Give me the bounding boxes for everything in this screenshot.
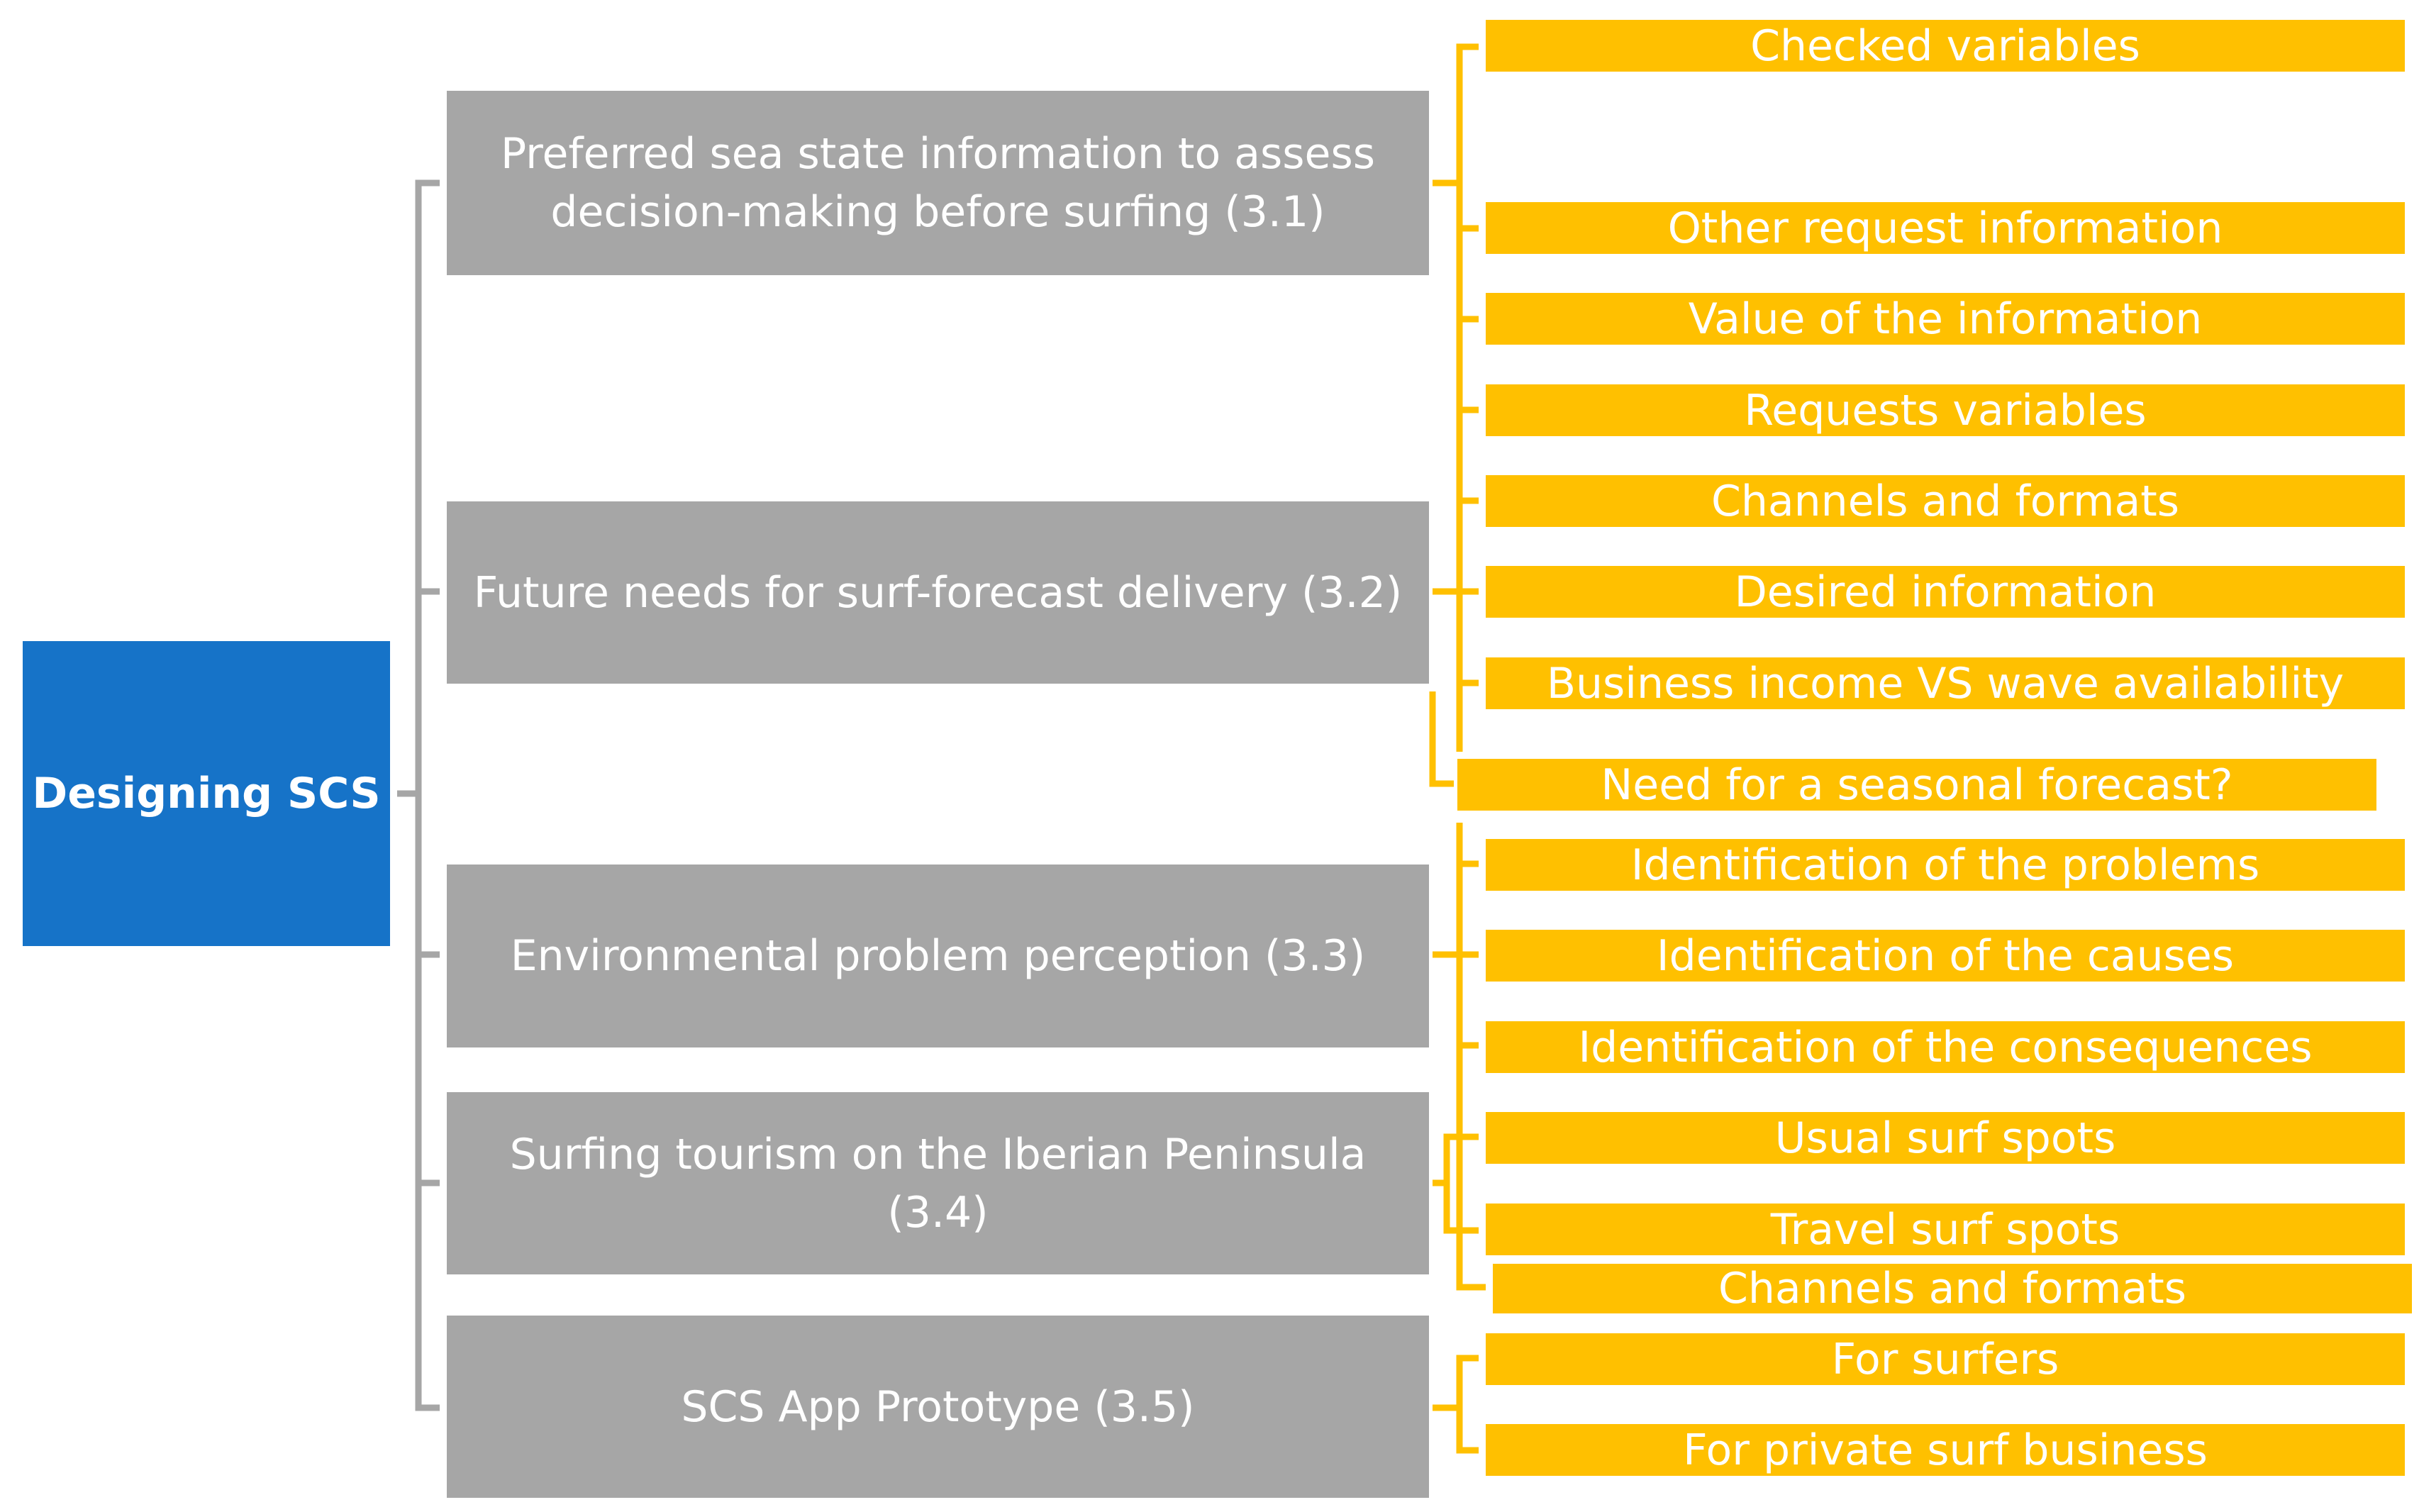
topic-label-3-3: Environmental problem perception (3.3) (510, 931, 1366, 981)
bracket-topics-3-4-spine (1456, 823, 1486, 1291)
bracket-topic-5 (1456, 1355, 1479, 1454)
bracket-topic-2-ticks (1433, 497, 1479, 595)
leaf-node: Business income VS wave availability (1486, 657, 2405, 709)
leaf-node: Need for a seasonal forecast? (1457, 759, 2376, 811)
topic-trunk (415, 179, 440, 1411)
leaf-label: Requests variables (1744, 385, 2147, 435)
topic-node-3-2: Future needs for surf-forecast delivery … (447, 501, 1429, 684)
leaf-label: For surfers (1831, 1334, 2059, 1384)
topic-label-3-4: Surfing tourism on the Iberian Peninsula… (509, 1129, 1367, 1238)
topic-node-3-5: SCS App Prototype (3.5) (447, 1316, 1429, 1498)
leaf-node: Identification of the consequences (1486, 1021, 2405, 1073)
bracket-topic-2 (1456, 406, 1479, 686)
root-label: Designing SCS (32, 769, 381, 818)
topic-label-3-2: Future needs for surf-forecast delivery … (473, 567, 1403, 618)
leaf-node: Requests variables (1486, 384, 2405, 436)
leaf-node: Value of the information (1486, 293, 2405, 345)
leaf-node: For surfers (1486, 1333, 2405, 1385)
leaf-node: Desired information (1486, 566, 2405, 618)
leaf-node: Identification of the problems (1486, 839, 2405, 891)
leaf-label: Desired information (1734, 567, 2157, 617)
leaf-node: Identification of the causes (1486, 930, 2405, 982)
leaf-label: Channels and formats (1711, 476, 2180, 526)
leaf-label: Other request information (1667, 203, 2223, 253)
leaf-label: Travel surf spots (1770, 1204, 2120, 1255)
leaf-node: For private surf business (1486, 1424, 2405, 1476)
leaf-label: For private surf business (1683, 1425, 2208, 1475)
topic-label-3-5: SCS App Prototype (3.5) (681, 1382, 1195, 1432)
leaf-label: Checked variables (1750, 21, 2140, 71)
leaf-label: Identification of the problems (1630, 840, 2260, 890)
leaf-label: Business income VS wave availability (1546, 658, 2345, 708)
topic-label-3-1: Preferred sea state information to asses… (501, 129, 1375, 237)
root-node: Designing SCS (23, 641, 390, 946)
leaf-node: Checked variables (1486, 20, 2405, 72)
leaf-label: Channels and formats (1718, 1264, 2187, 1313)
leaf-label: Value of the information (1688, 294, 2203, 344)
leaf-node: Channels and formats (1486, 475, 2405, 527)
leaf-label: Identification of the causes (1656, 930, 2235, 981)
bracket-topic-1-tick (1433, 179, 1479, 232)
topic-node-3-1: Preferred sea state information to asses… (447, 91, 1429, 275)
bracket-seasonal (1429, 691, 1454, 787)
leaf-node: Usual surf spots (1486, 1112, 2405, 1164)
leaf-node: Other request information (1486, 202, 2405, 254)
topic-node-3-3: Environmental problem perception (3.3) (447, 865, 1429, 1047)
leaf-label: Usual surf spots (1774, 1113, 2116, 1163)
leaf-label: Identification of the consequences (1578, 1022, 2313, 1072)
leaf-node: Travel surf spots (1486, 1204, 2405, 1255)
topic-node-3-4: Surfing tourism on the Iberian Peninsula… (447, 1092, 1429, 1274)
leaf-label: Need for a seasonal forecast? (1601, 760, 2233, 810)
leaf-node: Channels and formats (1493, 1264, 2412, 1313)
